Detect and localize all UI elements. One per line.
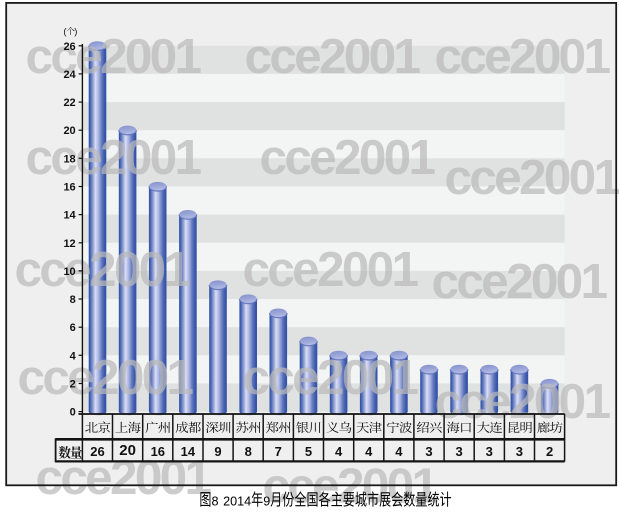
svg-text:22: 22 xyxy=(63,97,75,109)
svg-text:4: 4 xyxy=(395,444,403,459)
svg-text:0: 0 xyxy=(70,407,76,419)
svg-text:8: 8 xyxy=(245,444,252,459)
svg-text:cce2001: cce2001 xyxy=(260,130,436,185)
svg-text:26: 26 xyxy=(90,444,104,459)
svg-text:14: 14 xyxy=(63,210,76,222)
svg-text:3: 3 xyxy=(425,444,432,459)
svg-text:20: 20 xyxy=(119,442,136,459)
svg-text:20: 20 xyxy=(63,125,75,137)
svg-text:8: 8 xyxy=(212,494,219,508)
svg-text:4: 4 xyxy=(335,444,343,459)
svg-text:5: 5 xyxy=(305,444,312,459)
svg-text:16: 16 xyxy=(63,182,75,194)
svg-text:cce2001: cce2001 xyxy=(26,130,202,185)
svg-text:8: 8 xyxy=(70,294,76,306)
svg-text:cce2001: cce2001 xyxy=(245,29,421,84)
svg-text:6: 6 xyxy=(70,322,76,334)
svg-text:24: 24 xyxy=(63,69,76,81)
svg-text:cce2001: cce2001 xyxy=(432,254,608,309)
svg-text:26: 26 xyxy=(63,41,75,53)
svg-text:cce2001: cce2001 xyxy=(435,29,611,84)
svg-text:cce2001: cce2001 xyxy=(15,242,191,297)
svg-text:2: 2 xyxy=(546,444,553,459)
svg-text:2: 2 xyxy=(223,494,230,508)
svg-text:0: 0 xyxy=(230,494,237,508)
svg-text:9: 9 xyxy=(263,494,270,508)
svg-text:3: 3 xyxy=(516,444,523,459)
svg-text:12: 12 xyxy=(63,238,75,250)
svg-text:cce2001: cce2001 xyxy=(243,350,419,405)
svg-text:cce2001: cce2001 xyxy=(435,374,611,429)
svg-text:2: 2 xyxy=(70,379,76,391)
svg-text:4: 4 xyxy=(365,444,373,459)
svg-text:3: 3 xyxy=(486,444,493,459)
svg-text:cce2001: cce2001 xyxy=(26,29,202,84)
svg-text:14: 14 xyxy=(181,444,196,459)
svg-text:10: 10 xyxy=(63,266,75,278)
svg-text:4: 4 xyxy=(70,350,77,362)
svg-text:cce2001: cce2001 xyxy=(445,150,619,205)
svg-text:1: 1 xyxy=(237,494,244,508)
svg-text:16: 16 xyxy=(151,444,165,459)
svg-text:cce2001: cce2001 xyxy=(18,350,194,405)
svg-text:cce2001: cce2001 xyxy=(243,242,419,297)
svg-text:): ) xyxy=(74,25,77,36)
svg-text:7: 7 xyxy=(275,444,282,459)
svg-text:9: 9 xyxy=(214,444,221,459)
svg-text:4: 4 xyxy=(244,494,251,508)
svg-text:3: 3 xyxy=(455,444,462,459)
svg-text:18: 18 xyxy=(63,153,75,165)
